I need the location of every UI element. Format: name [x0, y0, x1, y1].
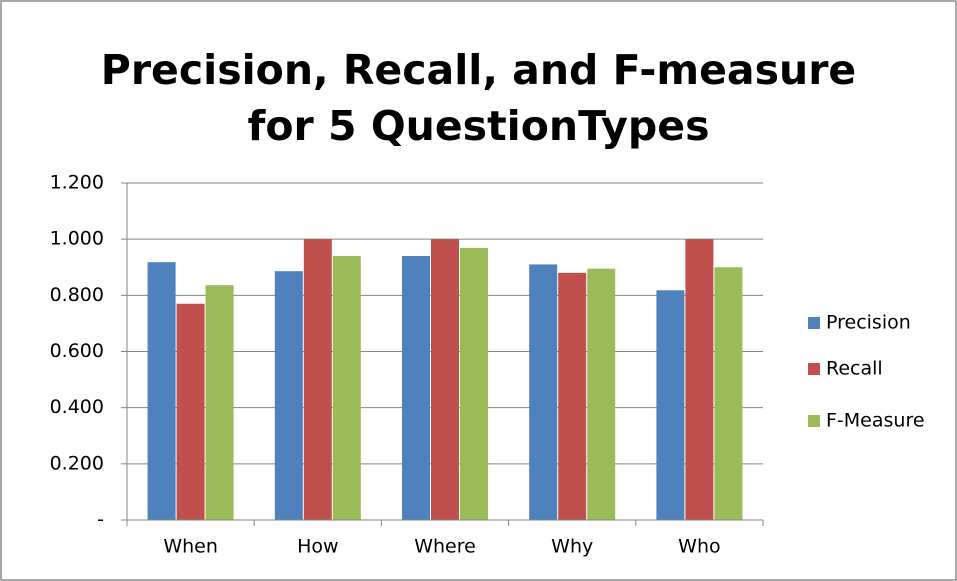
- bar: [587, 268, 616, 520]
- legend-label: Recall: [826, 358, 883, 380]
- bar: [147, 262, 176, 520]
- bar: [303, 239, 332, 520]
- legend-swatch: [808, 363, 820, 375]
- bar: [656, 290, 685, 520]
- x-tick-label: Why: [551, 536, 593, 558]
- y-tick-label: 0.400: [50, 396, 104, 418]
- bar: [274, 271, 303, 520]
- y-tick-label: 1.000: [50, 228, 104, 250]
- chart-title: Precision, Recall, and F-measure for 5 Q…: [100, 46, 857, 150]
- bar: [529, 264, 558, 520]
- legend-label: F-Measure: [826, 410, 925, 432]
- bar: [205, 285, 234, 520]
- bar: [332, 256, 361, 520]
- y-tick-label: 0.200: [50, 452, 104, 474]
- bar: [176, 303, 205, 520]
- bar: [460, 247, 488, 520]
- bar: [714, 267, 743, 520]
- bar: [431, 239, 459, 520]
- x-tick-label: When: [163, 536, 218, 558]
- y-tick-label: 1.200: [50, 172, 104, 194]
- legend-swatch: [808, 317, 820, 329]
- x-tick-label: How: [297, 536, 338, 558]
- legend-swatch: [808, 415, 820, 427]
- y-tick-label: 0.800: [50, 284, 104, 306]
- bar: [558, 272, 587, 520]
- bar: [685, 239, 714, 520]
- y-tick-label: -: [97, 509, 104, 531]
- x-tick-label: Who: [678, 536, 720, 558]
- legend-label: Precision: [826, 312, 911, 334]
- x-tick-label: Where: [414, 536, 476, 558]
- y-tick-label: 0.600: [50, 340, 104, 362]
- bar: [402, 256, 430, 520]
